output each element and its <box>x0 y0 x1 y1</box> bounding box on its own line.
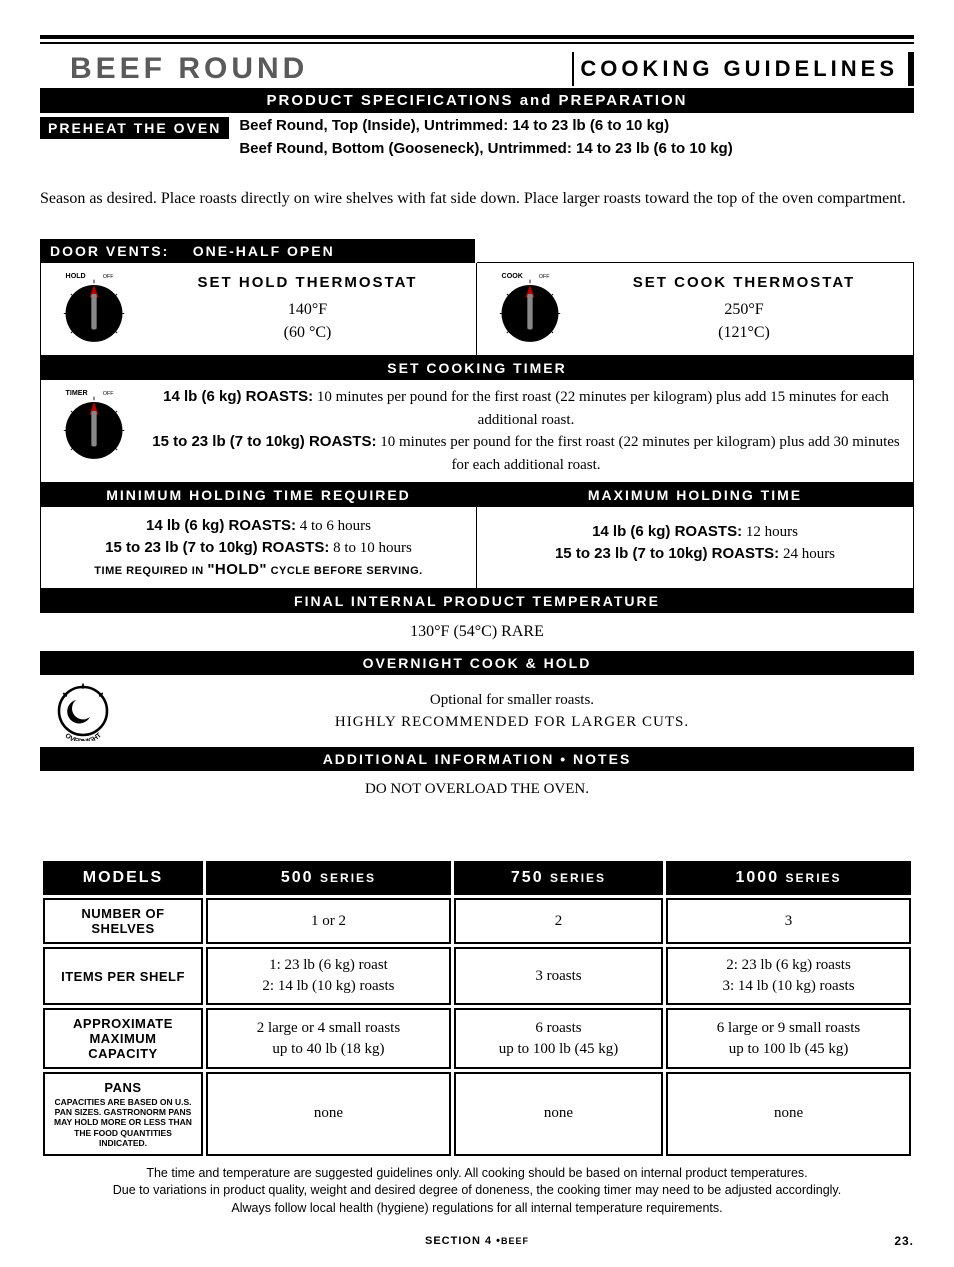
preheat-badge: PREHEAT THE OVEN <box>40 117 229 139</box>
overnight-l2: HIGHLY RECOMMENDED FOR LARGER CUTS. <box>118 711 906 734</box>
cook-temp-c: (121°C) <box>583 322 905 344</box>
models-cell: 2: 23 lb (6 kg) roasts3: 14 lb (10 kg) r… <box>666 947 911 1005</box>
thermostat-grid: HOLD OFF SET HOLD THERMOSTAT 140°F (60 °… <box>40 263 914 356</box>
min-l1-b: 14 lb (6 kg) ROASTS: <box>146 517 296 534</box>
models-cell: 1 or 2 <box>206 898 451 944</box>
timer-dial-icon: TIMER OFF <box>49 386 139 466</box>
models-cell: 6 roastsup to 100 lb (45 kg) <box>454 1008 663 1069</box>
spec-lines: Beef Round, Top (Inside), Untrimmed: 14 … <box>239 117 732 163</box>
svg-text:OFF: OFF <box>103 274 114 280</box>
max-l2-b: 15 to 23 lb (7 to 10kg) ROASTS: <box>555 545 779 562</box>
door-vents-row: DOOR VENTS: ONE-HALF OPEN <box>40 239 914 263</box>
models-cell: 1: 23 lb (6 kg) roast2: 14 lb (10 kg) ro… <box>206 947 451 1005</box>
cook-thermo-head: SET COOK THERMOSTAT <box>583 274 905 291</box>
cook-thermostat-col: COOK OFF SET COOK THERMOSTAT 250°F (121°… <box>477 263 913 355</box>
page-number: 23. <box>894 1234 914 1248</box>
cook-dial-icon: COOK OFF <box>485 269 575 349</box>
side-title: COOKING GUIDELINES <box>572 52 914 86</box>
models-cell: none <box>206 1072 451 1156</box>
overnight-l1: Optional for smaller roasts. <box>118 689 906 712</box>
holding-grid: MINIMUM HOLDING TIME REQUIRED 14 lb (6 k… <box>40 483 914 589</box>
models-rowhead: PANSCAPACITIES ARE BASED ON U.S. PAN SIZ… <box>43 1072 203 1156</box>
models-table: MODELS500 SERIES750 SERIES1000 SERIES NU… <box>40 858 914 1159</box>
timer-r2-text: 10 minutes per pound for the first roast… <box>376 434 899 473</box>
final-temp-value: 130°F (54°C) RARE <box>40 613 914 651</box>
svg-text:HOLD: HOLD <box>66 272 86 280</box>
models-header: 500 SERIES <box>206 861 451 895</box>
models-cell: none <box>666 1072 911 1156</box>
hold-temp-c: (60 °C) <box>147 322 468 344</box>
max-hold-body: 14 lb (6 kg) ROASTS: 12 hours 15 to 23 l… <box>477 507 913 573</box>
overnight-bar: OVERNIGHT COOK & HOLD <box>40 651 914 675</box>
disclaimer-l1: The time and temperature are suggested g… <box>40 1165 914 1183</box>
spec-row: PREHEAT THE OVEN Beef Round, Top (Inside… <box>40 113 914 171</box>
timer-text: 14 lb (6 kg) ROASTS: 10 minutes per poun… <box>147 386 905 476</box>
spec-line-1: Beef Round, Top (Inside), Untrimmed: 14 … <box>239 117 732 134</box>
timer-r1-label: 14 lb (6 kg) ROASTS: <box>163 388 313 405</box>
min-foot-a: TIME REQUIRED IN <box>94 565 207 577</box>
max-l1-b: 14 lb (6 kg) ROASTS: <box>592 523 742 540</box>
max-hold-head: MAXIMUM HOLDING TIME <box>477 483 913 507</box>
spec-line-2: Beef Round, Bottom (Gooseneck), Untrimme… <box>239 140 732 157</box>
timer-box: TIMER OFF 14 lb (6 kg) ROASTS: 10 minute… <box>40 380 914 483</box>
min-l2-t: 8 to 10 hours <box>329 540 412 556</box>
min-hold-body: 14 lb (6 kg) ROASTS: 4 to 6 hours 15 to … <box>41 507 476 588</box>
door-vents-value: ONE-HALF OPEN <box>193 243 335 259</box>
models-cell: 3 <box>666 898 911 944</box>
models-cell: 2 large or 4 small roastsup to 40 lb (18… <box>206 1008 451 1069</box>
hold-thermo-head: SET HOLD THERMOSTAT <box>147 274 468 291</box>
specs-bar: PRODUCT SPECIFICATIONS and PREPARATION <box>40 88 914 113</box>
svg-text:OFF: OFF <box>103 391 114 397</box>
footer-section-a: SECTION 4 • <box>425 1235 501 1247</box>
min-l1-t: 4 to 6 hours <box>296 518 371 534</box>
overnight-row: OVERNIGHT Optional for smaller roasts. H… <box>40 675 914 747</box>
models-header: 1000 SERIES <box>666 861 911 895</box>
notes-bar: ADDITIONAL INFORMATION • NOTES <box>40 747 914 771</box>
max-l2-t: 24 hours <box>779 546 835 562</box>
models-rowhead: NUMBER OF SHELVES <box>43 898 203 944</box>
models-cell: none <box>454 1072 663 1156</box>
max-l1-t: 12 hours <box>742 524 798 540</box>
timer-r1-text: 10 minutes per pound for the first roast… <box>313 389 889 428</box>
disclaimer-l2: Due to variations in product quality, we… <box>40 1182 914 1200</box>
door-vents-label: DOOR VENTS: <box>50 243 169 259</box>
svg-text:OFF: OFF <box>539 274 550 280</box>
models-header: 750 SERIES <box>454 861 663 895</box>
min-l2-b: 15 to 23 lb (7 to 10kg) ROASTS: <box>105 539 329 556</box>
models-rowhead: APPROXIMATE MAXIMUM CAPACITY <box>43 1008 203 1069</box>
disclaimer: The time and temperature are suggested g… <box>40 1165 914 1218</box>
models-cell: 3 roasts <box>454 947 663 1005</box>
min-foot-c: CYCLE BEFORE SERVING. <box>267 565 423 577</box>
models-cell: 6 large or 9 small roastsup to 100 lb (4… <box>666 1008 911 1069</box>
final-temp-bar: FINAL INTERNAL PRODUCT TEMPERATURE <box>40 589 914 613</box>
timer-r2-label: 15 to 23 lb (7 to 10kg) ROASTS: <box>152 433 376 450</box>
footer: SECTION 4 • BEEF 23. <box>40 1235 914 1247</box>
notes-body: DO NOT OVERLOAD THE OVEN. <box>40 771 914 848</box>
hold-thermostat-col: HOLD OFF SET HOLD THERMOSTAT 140°F (60 °… <box>41 263 477 355</box>
disclaimer-l3: Always follow local health (hygiene) reg… <box>40 1200 914 1218</box>
timer-bar: SET COOKING TIMER <box>40 356 914 380</box>
models-cell: 2 <box>454 898 663 944</box>
page-title: BEEF ROUND <box>70 52 308 86</box>
door-vents-cell: DOOR VENTS: ONE-HALF OPEN <box>40 239 477 263</box>
hold-temp-f: 140°F <box>147 299 468 321</box>
cook-temp-f: 250°F <box>583 299 905 321</box>
min-hold-head: MINIMUM HOLDING TIME REQUIRED <box>41 483 476 507</box>
footer-section-b: BEEF <box>501 1236 529 1246</box>
instruction-text: Season as desired. Place roasts directly… <box>40 187 914 211</box>
svg-text:TIMER: TIMER <box>66 389 88 397</box>
header-row: BEEF ROUND COOKING GUIDELINES <box>40 52 914 88</box>
svg-text:COOK: COOK <box>502 272 524 280</box>
models-rowhead: ITEMS PER SHELF <box>43 947 203 1005</box>
overnight-icon: OVERNIGHT <box>48 681 118 741</box>
models-header: MODELS <box>43 861 203 895</box>
hold-dial-icon: HOLD OFF <box>49 269 139 349</box>
top-rules <box>40 35 914 44</box>
min-foot-b: "HOLD" <box>207 561 267 578</box>
